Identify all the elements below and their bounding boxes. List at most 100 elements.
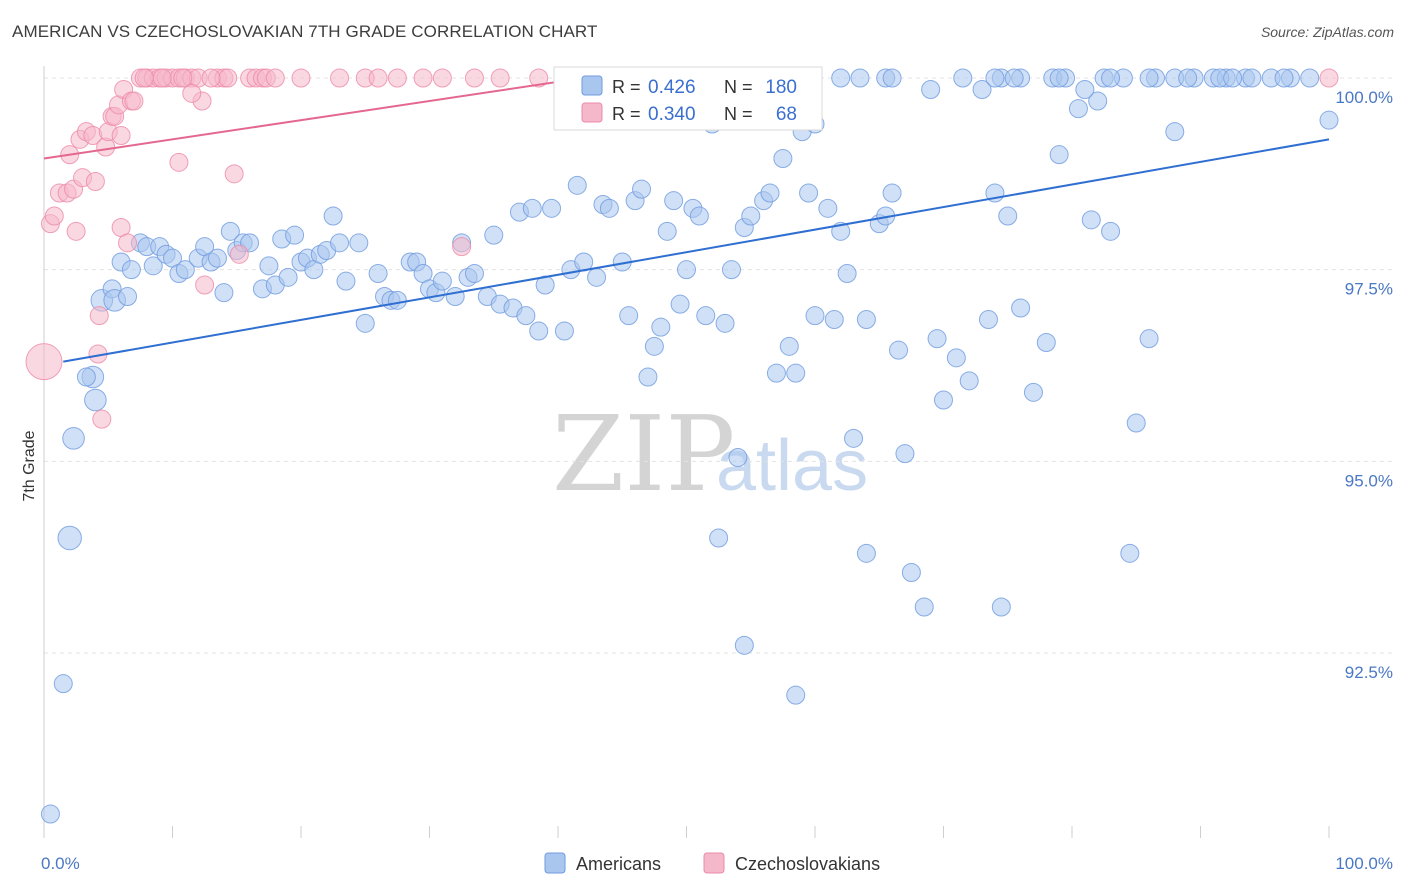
czechoslovakians-point-2 bbox=[44, 206, 64, 226]
legend-r-label-2: R = bbox=[612, 104, 641, 124]
americans-point-141 bbox=[734, 635, 754, 655]
americans-point-140 bbox=[901, 563, 921, 582]
americans-point-169 bbox=[1139, 68, 1159, 88]
legend-n-label-2: N = bbox=[724, 104, 753, 124]
americans-point-117 bbox=[895, 444, 915, 464]
americans-point-138 bbox=[1165, 122, 1185, 142]
americans-point-94 bbox=[721, 260, 741, 280]
czechoslovakians-point-22 bbox=[111, 126, 131, 145]
americans-point-49 bbox=[387, 290, 407, 310]
americans-point-136 bbox=[1126, 413, 1146, 433]
americans-point-59 bbox=[464, 264, 484, 283]
americans-point-67 bbox=[529, 321, 549, 341]
americans-point-173 bbox=[1049, 68, 1069, 88]
americans-point-90 bbox=[696, 306, 716, 326]
czechoslovakians-point-39 bbox=[182, 83, 202, 103]
x-tick-labels: 0.0% 100.0% bbox=[41, 854, 1393, 873]
americans-point-83 bbox=[651, 317, 671, 337]
source-label: Source: ZipAtlas.com bbox=[1260, 24, 1394, 40]
americans-point-12 bbox=[121, 260, 141, 280]
americans-point-128 bbox=[1023, 382, 1043, 402]
legend-swatch-czechoslovakians bbox=[581, 102, 603, 123]
americans-point-131 bbox=[1068, 99, 1088, 119]
legend-n-value-1: 180 bbox=[765, 77, 797, 98]
americans-point-125 bbox=[991, 597, 1011, 617]
americans-point-119 bbox=[927, 329, 947, 349]
americans-point-145 bbox=[831, 68, 851, 88]
americans-point-101 bbox=[773, 149, 793, 168]
americans-point-178 bbox=[985, 68, 1005, 88]
americans-point-127 bbox=[1011, 298, 1031, 318]
watermark: ZIP atlas bbox=[552, 393, 868, 515]
czechoslovakians-point-61 bbox=[134, 68, 154, 88]
y-tick-label-3: 100.0% bbox=[1335, 88, 1393, 107]
americans-point-168 bbox=[1242, 68, 1262, 88]
czechoslovakians-point-57 bbox=[490, 68, 510, 88]
americans-trendline bbox=[63, 138, 1330, 363]
americans-point-89 bbox=[689, 206, 709, 226]
americans-point-80 bbox=[632, 179, 652, 199]
americans-point-148 bbox=[953, 68, 973, 88]
americans-point-121 bbox=[946, 348, 966, 368]
czechoslovakians-point-65 bbox=[265, 68, 285, 88]
americans-point-11 bbox=[118, 287, 138, 306]
americans-point-172 bbox=[1004, 68, 1024, 88]
americans-point-112 bbox=[856, 310, 876, 329]
czechoslovakians-point-13 bbox=[89, 306, 109, 326]
americans-point-129 bbox=[1036, 333, 1056, 352]
czechoslovakians-point-40 bbox=[195, 275, 215, 295]
americans-point-78 bbox=[619, 306, 639, 326]
americans-point-3 bbox=[62, 427, 85, 450]
americans-point-69 bbox=[542, 198, 562, 218]
americans-point-26 bbox=[220, 221, 240, 241]
americans-point-166 bbox=[1319, 110, 1339, 130]
americans-point-41 bbox=[323, 206, 343, 226]
americans-point-70 bbox=[554, 321, 574, 341]
americans-point-68 bbox=[535, 275, 555, 295]
czechoslovakians-point-0 bbox=[25, 343, 63, 381]
americans-point-55 bbox=[432, 271, 452, 291]
americans-point-177 bbox=[1223, 68, 1243, 88]
americans-point-174 bbox=[1101, 68, 1121, 88]
americans-point-66 bbox=[522, 198, 542, 218]
czechoslovakians-point-50 bbox=[291, 68, 311, 88]
trendlines bbox=[43, 77, 1330, 363]
bottom-legend-swatch-americans bbox=[544, 852, 566, 874]
bottom-legend-czechoslovakians: Czechoslovakians bbox=[735, 854, 880, 874]
americans-point-154 bbox=[1075, 80, 1095, 99]
americans-point-20 bbox=[175, 260, 195, 280]
legend-r-value-2: 0.340 bbox=[648, 104, 696, 125]
czechoslovakians-point-12 bbox=[85, 172, 105, 191]
americans-point-108 bbox=[824, 310, 844, 329]
americans-point-82 bbox=[644, 336, 664, 356]
y-tick-labels: 92.5% 95.0% 97.5% 100.0% bbox=[1335, 88, 1393, 682]
legend-r-label-1: R = bbox=[612, 77, 641, 97]
czechoslovakians-point-53 bbox=[387, 68, 407, 88]
americans-point-1 bbox=[53, 674, 73, 694]
y-tick-label-0: 92.5% bbox=[1345, 663, 1393, 682]
americans-point-56 bbox=[445, 287, 465, 306]
czechoslovakians-point-60 bbox=[1319, 68, 1339, 88]
americans-point-43 bbox=[336, 271, 356, 291]
x-tick-label-1: 100.0% bbox=[1335, 854, 1393, 873]
americans-point-130 bbox=[1049, 145, 1069, 165]
americans-point-165 bbox=[1300, 68, 1320, 88]
americans-point-103 bbox=[786, 363, 806, 383]
americans-point-35 bbox=[285, 225, 305, 245]
americans-point-61 bbox=[484, 225, 504, 245]
americans-point-76 bbox=[599, 198, 619, 218]
americans-point-86 bbox=[670, 294, 690, 314]
americans-point-81 bbox=[638, 367, 658, 387]
americans-point-92 bbox=[709, 528, 729, 548]
americans-point-46 bbox=[368, 264, 388, 283]
americans-point-126 bbox=[998, 206, 1018, 226]
americans-point-175 bbox=[1178, 68, 1198, 88]
czechoslovakians-point-64 bbox=[201, 68, 221, 88]
americans-point-132 bbox=[1081, 210, 1101, 230]
americans-point-118 bbox=[914, 597, 934, 617]
bottom-legend-americans: Americans bbox=[576, 854, 661, 874]
americans-point-72 bbox=[567, 175, 587, 195]
correlation-legend: R = 0.426 N = 180 R = 0.340 N = 68 bbox=[553, 66, 823, 131]
legend-r-value-1: 0.426 bbox=[648, 77, 696, 98]
